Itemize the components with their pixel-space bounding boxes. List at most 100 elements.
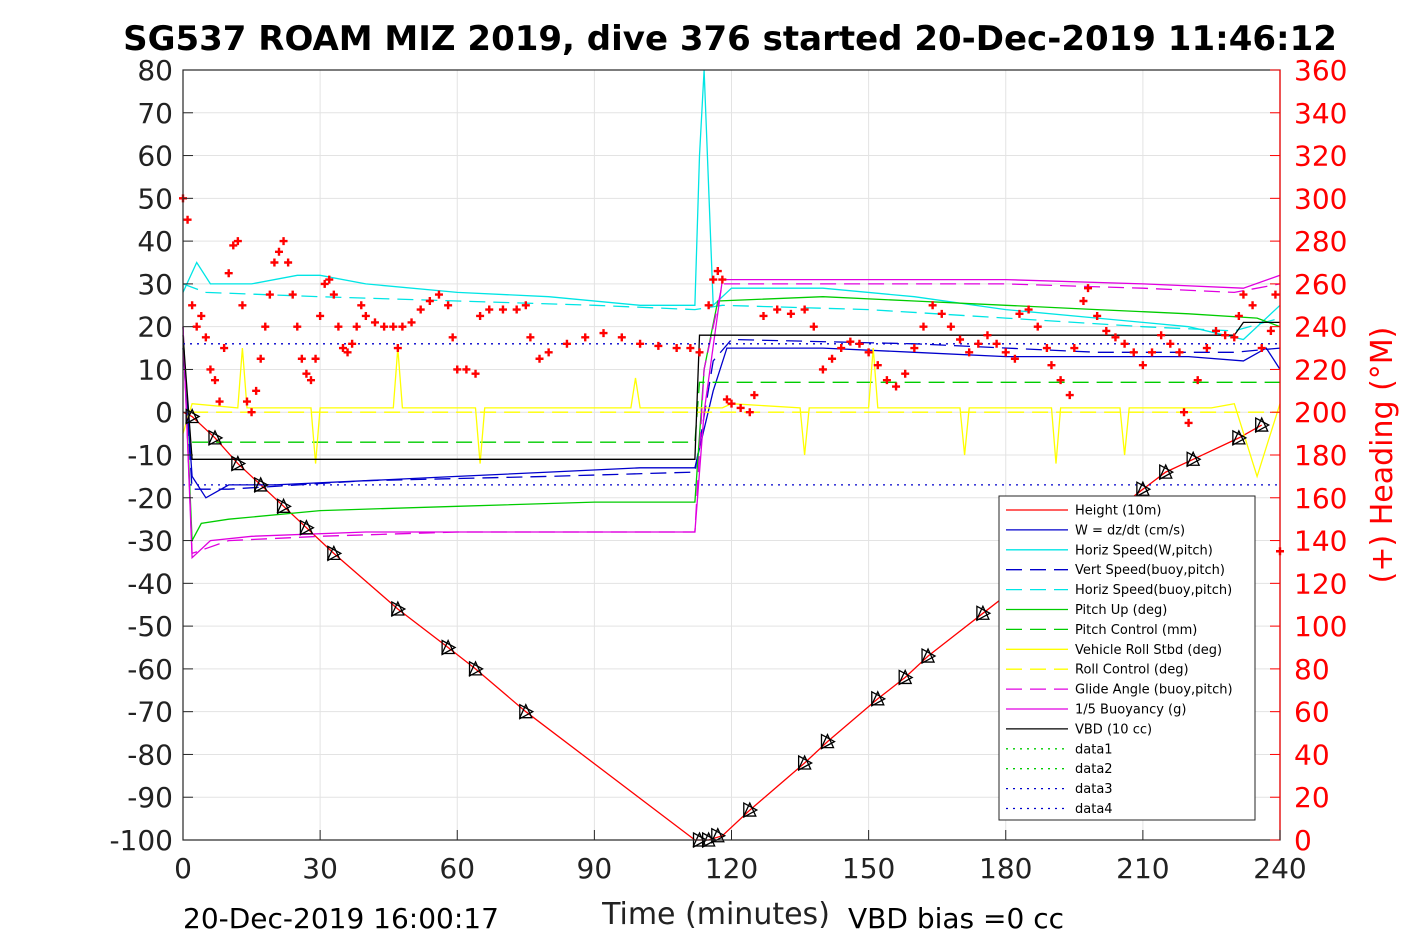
heading-point: [229, 241, 238, 250]
depth-marker-up: [1135, 480, 1150, 496]
depth-marker-right: [299, 519, 315, 536]
depth-marker-right: [743, 801, 759, 819]
series-line-roll: [182, 348, 1281, 479]
depth-marker-right: [327, 545, 343, 562]
legend-label: data4: [1075, 802, 1113, 817]
heading-point: [188, 301, 197, 310]
right-tick-label: 320: [1294, 140, 1347, 173]
depth-marker-right: [519, 703, 535, 720]
heading-point: [393, 344, 402, 353]
depth-marker-right: [441, 639, 457, 656]
depth-marker-up: [390, 600, 405, 616]
heading-point: [727, 399, 736, 408]
heading-point: [1084, 284, 1093, 293]
right-tick-label: 360: [1294, 54, 1347, 87]
heading-point: [398, 322, 407, 331]
y-tick-label: 0: [155, 396, 173, 429]
heading-point: [864, 348, 873, 357]
right-tick-label: 100: [1294, 610, 1347, 643]
right-tick-label: 220: [1294, 353, 1347, 386]
heading-point: [672, 344, 681, 353]
legend-label: Roll Control (deg): [1075, 663, 1189, 678]
heading-point: [965, 348, 974, 357]
depth-marker-right: [711, 827, 727, 844]
heading-point: [581, 333, 590, 342]
y-tick-label: -20: [127, 482, 173, 515]
heading-point: [453, 365, 462, 374]
heading-point: [1175, 348, 1184, 357]
depth-marker-up: [207, 429, 223, 445]
heading-point: [261, 322, 270, 331]
y-tick-label: -30: [127, 525, 173, 558]
y-tick-label: -10: [127, 439, 173, 472]
heading-point: [1120, 339, 1129, 348]
heading-point: [183, 215, 192, 224]
heading-point: [192, 322, 201, 331]
heading-point: [828, 354, 837, 363]
depth-marker-up: [710, 827, 725, 843]
right-tick-label: 300: [1294, 182, 1347, 215]
heading-point: [1079, 297, 1088, 305]
depth-marker-up: [299, 519, 314, 535]
heading-point: [1070, 344, 1079, 353]
depth-marker-right: [276, 498, 292, 515]
heading-point: [284, 258, 293, 267]
heading-point: [1234, 311, 1243, 320]
y-tick-label: 80: [137, 54, 173, 87]
heading-point: [686, 344, 695, 353]
legend-label: W = dz/dt (cm/s): [1075, 523, 1185, 538]
heading-point: [210, 376, 219, 385]
heading-point: [1102, 326, 1111, 335]
heading-point: [818, 365, 827, 374]
legend-label: Glide Angle (buoy,pitch): [1075, 683, 1233, 698]
legend-label: Vehicle Roll Stbd (deg): [1075, 643, 1222, 658]
depth-marker-right: [921, 647, 937, 665]
legend-label: Horiz Speed(buoy,pitch): [1075, 583, 1232, 598]
depth-marker-up: [797, 754, 812, 770]
depth-marker-up: [1231, 429, 1246, 445]
left-axis: 80 70 60 50 40 30 20 10 0 -10 -20 -30 -40 -50 -60 -70 -8…: [109, 54, 193, 857]
depth-marker-up: [975, 604, 990, 620]
heading-point: [901, 369, 910, 378]
legend-label: data3: [1075, 782, 1113, 797]
heading-point: [709, 275, 718, 284]
heading-point: [444, 301, 453, 310]
heading-point: [370, 318, 379, 327]
heading-point: [329, 290, 338, 299]
depth-marker-up: [230, 455, 245, 471]
heading-point: [1033, 322, 1042, 331]
heading-point: [1180, 408, 1189, 417]
heading-point: [599, 329, 608, 338]
heading-point: [1202, 344, 1211, 353]
heading-point: [910, 344, 919, 353]
right-tick-label: 140: [1294, 525, 1347, 558]
depth-marker-right: [391, 600, 407, 618]
series-line-vbd: [182, 321, 1280, 460]
heading-point: [407, 318, 416, 327]
heading-point: [352, 322, 361, 331]
legend-label: Vert Speed(buoy,pitch): [1075, 563, 1225, 578]
heading-point: [1148, 348, 1157, 357]
heading-point: [320, 279, 329, 288]
depth-marker-right: [208, 429, 224, 446]
heading-point: [535, 354, 544, 363]
x-tick-label: 150: [842, 852, 895, 885]
y-tick-label: 50: [137, 182, 173, 215]
legend-label: Pitch Up (deg): [1075, 603, 1167, 618]
right-axis-label: (+) Heading (°M): [1365, 327, 1400, 584]
series-line-buoyancy: [182, 274, 1281, 560]
y-tick-label: 10: [137, 353, 173, 386]
depth-marker-up: [468, 660, 483, 676]
x-axis-label: Time (minutes): [601, 897, 830, 932]
x-axis: 0 30 60 90 120 150 180 210 240: [174, 830, 1307, 885]
x-tick-label: 0: [174, 852, 192, 885]
heading-point: [1157, 331, 1166, 340]
heading-point: [1001, 348, 1010, 357]
heading-point: [316, 311, 325, 320]
heading-point: [919, 322, 928, 331]
depth-marker-up: [518, 703, 533, 719]
heading-point: [288, 290, 297, 299]
series-line-glide: [182, 283, 1281, 555]
heading-point: [544, 348, 553, 357]
series-line-w: [182, 347, 1281, 499]
